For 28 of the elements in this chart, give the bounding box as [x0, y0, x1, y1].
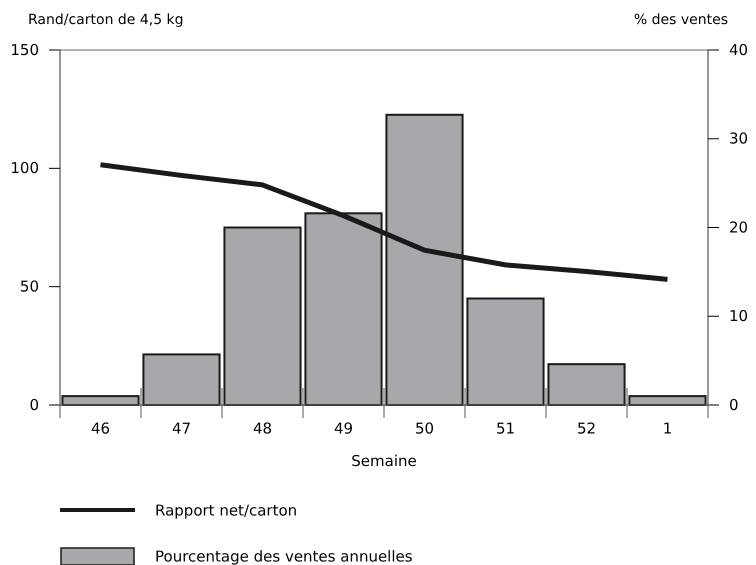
bar [142, 353, 221, 406]
y-tick-label: 150 [10, 40, 39, 59]
y2-tick-label: 20 [729, 218, 748, 236]
y-axis-title: Rand/carton de 4,5 kg [28, 12, 184, 28]
y2-tick-label: 30 [729, 130, 748, 148]
x-tick-label: 47 [172, 420, 192, 438]
y2-tick-label: 10 [729, 307, 748, 326]
x-axis-title: Semaine [351, 452, 417, 470]
x-tick-label: 49 [334, 420, 354, 438]
y-tick-label: 100 [10, 159, 39, 178]
bar [466, 298, 545, 406]
x-tick-label: 1 [662, 420, 672, 438]
x-tick-label: 52 [576, 420, 596, 438]
y-tick-label: 0 [29, 396, 39, 414]
legend-label: Pourcentage des ventes annuelles [155, 547, 413, 565]
bar [547, 363, 626, 406]
x-tick-label: 46 [90, 420, 110, 438]
x-tick-label: 48 [252, 420, 272, 438]
bar [61, 395, 140, 406]
legend-label: Rapport net/carton [155, 501, 298, 520]
y2-tick-label: 0 [729, 396, 739, 414]
bar [628, 395, 707, 406]
y2-axis-title: % des ventes [634, 12, 728, 28]
y2-tick-label: 40 [729, 40, 748, 59]
x-tick-label: 51 [496, 420, 516, 438]
bar [223, 226, 302, 406]
y-tick-label: 50 [20, 277, 39, 296]
x-tick-label: 50 [414, 420, 434, 438]
